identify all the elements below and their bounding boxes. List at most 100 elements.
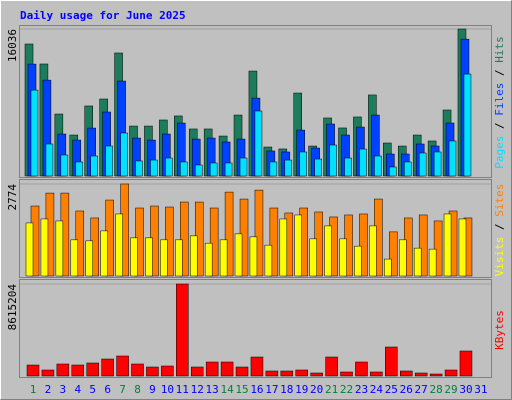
- bar: [145, 237, 153, 277]
- bar: [404, 161, 412, 177]
- x-tick-label: 9: [149, 383, 156, 396]
- bar: [459, 350, 473, 377]
- x-tick-label: 3: [60, 383, 67, 396]
- x-tick-label: 8: [134, 383, 141, 396]
- bar: [235, 366, 249, 377]
- x-tick-label: 5: [89, 383, 96, 396]
- legend-entry: Pages: [493, 136, 506, 169]
- bar: [86, 362, 99, 377]
- bar: [234, 233, 243, 277]
- bar: [224, 162, 233, 177]
- x-tick-label: 12: [191, 383, 204, 396]
- bar: [90, 155, 98, 177]
- legend-entry: Sites: [493, 184, 506, 217]
- x-tick-label: 4: [74, 383, 81, 396]
- bar: [100, 230, 108, 277]
- bar: [389, 231, 398, 277]
- y-tick-label: 8615204: [6, 284, 19, 331]
- y-tick-label: 2774: [6, 184, 19, 211]
- bar: [180, 161, 188, 177]
- x-tick-label: 27: [415, 383, 428, 396]
- bar: [161, 365, 174, 377]
- x-tick-label: 10: [161, 383, 174, 396]
- bar: [324, 225, 332, 277]
- x-tick-label: 25: [385, 383, 398, 396]
- bar: [41, 369, 55, 377]
- bar: [400, 370, 413, 377]
- y-tick-label: 16036: [6, 29, 19, 62]
- bar: [160, 239, 168, 277]
- x-tick-label: 2: [45, 383, 52, 396]
- bar: [45, 143, 54, 177]
- bar: [176, 283, 189, 377]
- bar: [433, 151, 442, 177]
- bar: [389, 166, 397, 177]
- legend-entry: Visits: [493, 237, 506, 277]
- bar: [131, 363, 144, 377]
- bar: [269, 207, 279, 277]
- bar: [105, 145, 113, 177]
- x-tick-label: 30: [459, 383, 472, 396]
- x-tick-label: 17: [265, 383, 278, 396]
- bar: [101, 358, 114, 377]
- bar: [254, 110, 263, 177]
- legend-entry: Files: [493, 83, 506, 116]
- bar: [60, 154, 69, 177]
- bar: [75, 161, 84, 177]
- bar: [220, 361, 234, 377]
- x-tick-label: 29: [444, 383, 457, 396]
- bar: [70, 239, 79, 277]
- x-tick-label: 15: [235, 383, 248, 396]
- bar: [463, 73, 472, 177]
- legend-entry: Hits: [493, 36, 506, 63]
- bar: [444, 369, 458, 377]
- bar: [369, 225, 377, 277]
- bar: [295, 369, 308, 377]
- legend-separator: /: [493, 63, 506, 83]
- x-tick-label: 1: [30, 383, 37, 396]
- bar: [284, 159, 293, 177]
- bar: [190, 366, 204, 377]
- legend-separator: /: [493, 116, 506, 136]
- bar: [249, 236, 258, 277]
- x-tick-label: 22: [340, 383, 353, 396]
- bar: [40, 218, 49, 277]
- bar: [55, 220, 64, 277]
- bar: [443, 213, 452, 277]
- bar: [56, 363, 70, 377]
- bar: [30, 89, 39, 177]
- x-tick-label: 14: [220, 383, 234, 396]
- bar: [85, 240, 93, 277]
- bar: [310, 372, 323, 377]
- bar: [189, 235, 198, 277]
- bar: [280, 370, 294, 377]
- bar: [150, 159, 158, 177]
- bar: [209, 162, 218, 177]
- bar: [329, 144, 337, 177]
- bar: [370, 371, 383, 377]
- x-tick-label: 24: [370, 383, 384, 396]
- legend: Pages / Files / Hits: [493, 36, 506, 169]
- x-tick-label: 26: [400, 383, 413, 396]
- bar: [264, 244, 273, 277]
- x-tick-label: 16: [250, 383, 263, 396]
- bar: [135, 160, 143, 177]
- legend: Visits / Sites: [493, 184, 506, 277]
- x-tick-label: 7: [119, 383, 126, 396]
- bar: [254, 189, 264, 277]
- legend-entry: KBytes: [493, 310, 506, 350]
- bar: [340, 371, 353, 377]
- x-tick-label: 21: [325, 383, 338, 396]
- bar: [204, 242, 213, 277]
- bar: [116, 355, 129, 377]
- bar: [384, 258, 392, 277]
- bar: [250, 356, 264, 377]
- bar: [279, 218, 288, 277]
- x-tick-label: 28: [429, 383, 442, 396]
- bar: [428, 248, 437, 277]
- x-tick-label: 11: [176, 383, 189, 396]
- bar: [325, 356, 338, 377]
- bar: [309, 238, 317, 277]
